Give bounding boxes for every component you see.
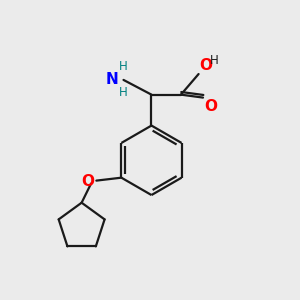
Text: H: H — [118, 86, 127, 99]
Text: H: H — [210, 54, 218, 67]
Text: O: O — [81, 174, 94, 189]
Text: O: O — [199, 58, 212, 73]
Text: H: H — [118, 60, 127, 74]
Text: O: O — [205, 99, 218, 114]
Text: N: N — [106, 72, 118, 87]
